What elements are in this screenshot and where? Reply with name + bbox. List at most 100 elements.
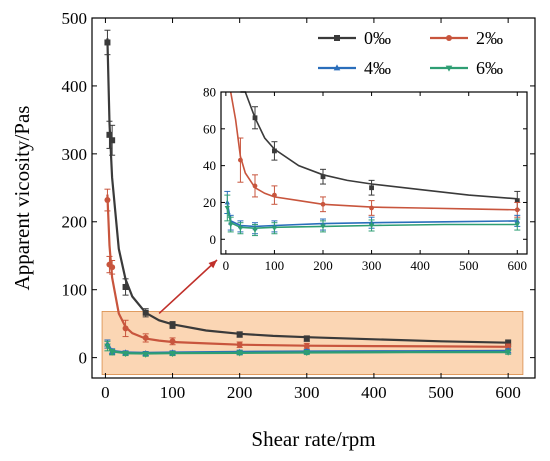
legend-item: 0‰ <box>318 28 391 48</box>
main-xtick-label: 100 <box>160 383 186 402</box>
series-line <box>106 38 509 344</box>
legend-label: 4‰ <box>364 58 391 78</box>
data-point <box>303 335 310 342</box>
data-point <box>320 174 326 180</box>
main-xtick-label: 200 <box>227 383 253 402</box>
data-point <box>252 115 258 121</box>
series-1 <box>229 91 521 218</box>
data-point <box>236 331 243 338</box>
legend-marker <box>333 64 341 71</box>
data-point <box>104 39 111 46</box>
data-point <box>237 226 244 232</box>
inset-xtick-label: 600 <box>508 258 528 273</box>
data-point <box>514 207 520 213</box>
legend-marker <box>445 65 453 72</box>
main-xtick-label: 300 <box>294 383 320 402</box>
data-point <box>109 137 116 144</box>
legend-item: 2‰ <box>430 28 503 48</box>
data-point <box>104 197 111 204</box>
inset-ytick-label: 80 <box>203 85 216 100</box>
inset-ytick-label: 0 <box>210 232 217 247</box>
main-ytick-label: 300 <box>62 145 88 164</box>
data-point <box>236 341 243 348</box>
main-xtick-label: 600 <box>495 383 521 402</box>
data-point <box>169 338 176 345</box>
data-point <box>514 222 520 228</box>
data-point <box>514 198 520 204</box>
data-point <box>236 350 243 357</box>
main-xtick-label: 400 <box>361 383 387 402</box>
data-point <box>369 205 374 211</box>
legend-marker <box>446 35 452 41</box>
main-ytick-label: 100 <box>62 281 88 300</box>
legend-item: 6‰ <box>430 58 503 78</box>
data-point <box>122 325 129 332</box>
data-point <box>104 343 111 350</box>
data-point <box>303 350 311 357</box>
data-point <box>252 183 258 189</box>
data-point <box>368 223 375 229</box>
data-point <box>169 322 176 329</box>
x-axis-label: Shear rate/rpm <box>251 427 375 451</box>
inset-xtick-label: 200 <box>313 258 333 273</box>
main-ytick-label: 200 <box>62 213 88 232</box>
series-3 <box>104 340 512 358</box>
data-point <box>271 226 278 232</box>
inset-ytick-label: 20 <box>203 195 216 210</box>
data-point <box>169 351 176 358</box>
inset-xtick-label: 0 <box>223 258 230 273</box>
data-point <box>238 157 243 163</box>
highlight-region <box>101 311 524 376</box>
data-point <box>122 283 129 290</box>
inset-xtick-label: 100 <box>265 258 285 273</box>
zoom-arrow-head <box>208 260 217 269</box>
main-plot: 0 100 200 300 400 500 6000100200300400500Shear… <box>10 9 536 451</box>
inset-plot: 0 100 200 300 400 500 600 0 20 40 60 80 <box>158 85 528 315</box>
inset-frame <box>220 91 528 255</box>
data-point <box>303 343 310 350</box>
inset-ytick-label: 40 <box>203 158 216 173</box>
series-0 <box>104 29 512 348</box>
data-point <box>272 192 277 198</box>
inset-xtick-label: 300 <box>362 258 382 273</box>
data-point <box>252 228 258 233</box>
data-point <box>320 201 326 207</box>
legend-label: 0‰ <box>364 28 391 48</box>
legend-marker <box>334 35 340 41</box>
data-point <box>228 222 234 228</box>
data-point <box>224 206 230 211</box>
data-point <box>505 340 512 347</box>
inset-ytick-label: 60 <box>203 121 216 136</box>
series-line <box>240 91 518 200</box>
data-point <box>108 349 116 356</box>
main-ytick-label: 400 <box>62 77 88 96</box>
data-point <box>142 334 149 341</box>
main-xtick-label: 500 <box>428 383 454 402</box>
inset-background <box>221 92 527 254</box>
inset-xtick-label: 400 <box>410 258 430 273</box>
inset-xtick-label: 500 <box>459 258 479 273</box>
legend-item: 4‰ <box>318 58 391 78</box>
main-frame <box>91 17 536 379</box>
series-3 <box>224 194 521 237</box>
data-point <box>106 131 113 138</box>
data-point <box>272 148 277 154</box>
main-ytick-label: 500 <box>62 9 88 28</box>
legend-label: 6‰ <box>476 58 503 78</box>
data-point <box>109 264 116 271</box>
data-point <box>369 185 374 191</box>
data-point <box>505 343 512 350</box>
data-point <box>122 351 129 358</box>
legend-label: 2‰ <box>476 28 503 48</box>
legend: 0‰ 2‰ 4‰ 6‰ <box>318 28 503 78</box>
main-xtick-label: 0 <box>101 383 110 402</box>
main-ytick-label: 0 <box>79 349 88 368</box>
data-point <box>142 309 149 316</box>
data-point <box>504 349 512 356</box>
data-point <box>320 224 326 230</box>
y-axis-label: Apparent vicosity/Pas <box>10 106 34 291</box>
series-line <box>106 194 509 348</box>
zoom-arrow-shaft <box>158 259 218 315</box>
data-point <box>142 351 149 358</box>
